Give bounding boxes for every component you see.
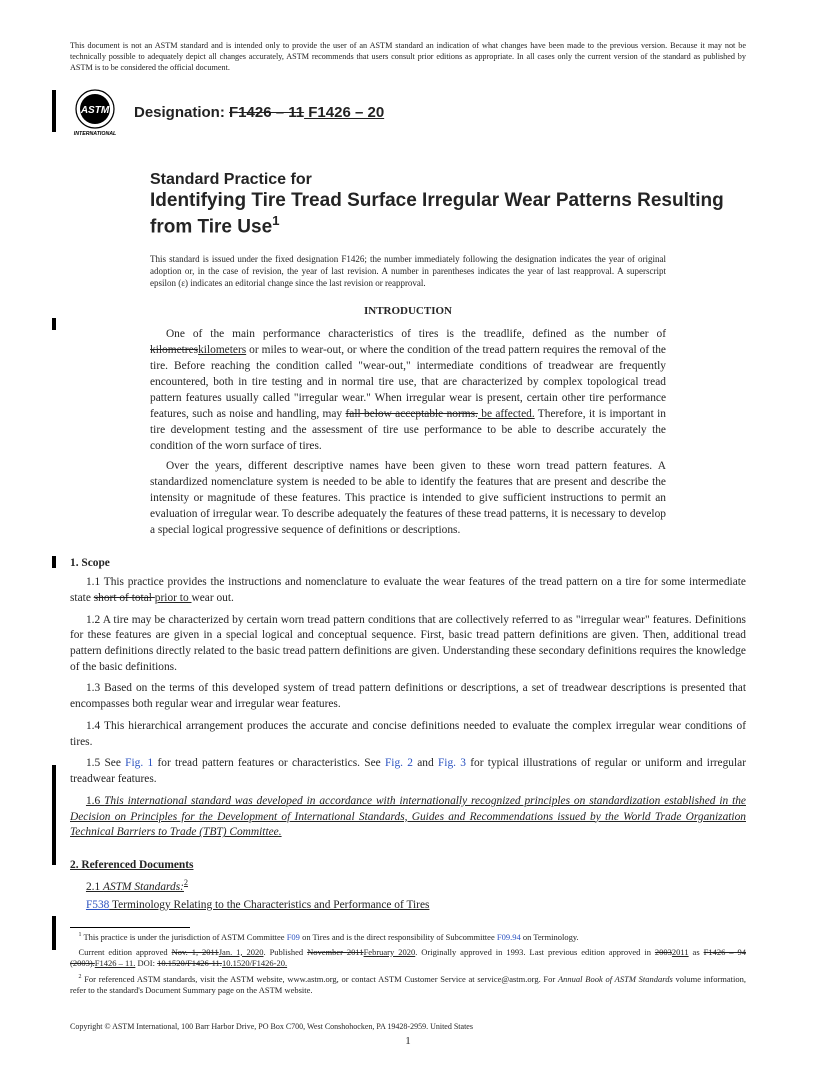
change-bar [52, 556, 56, 568]
header-row: ASTM INTERNATIONAL Designation: F1426 – … [70, 87, 746, 137]
footnote-1-line2: Current edition approved Nov. 1, 2011Jan… [70, 947, 746, 970]
f09-link[interactable]: F09 [287, 932, 300, 942]
referenced-docs-heading: 2. Referenced Documents [70, 859, 746, 871]
astm-logo: ASTM INTERNATIONAL [70, 87, 120, 137]
designation-line: Designation: F1426 – 11 F1426 – 20 [134, 104, 384, 121]
footnote-2: 2 For referenced ASTM standards, visit t… [70, 973, 746, 997]
disclaimer-text: This document is not an ASTM standard an… [70, 40, 746, 73]
fig1-link[interactable]: Fig. 1 [125, 757, 153, 769]
introduction-heading: INTRODUCTION [70, 305, 746, 317]
intro-paragraph-2: Over the years, different descriptive na… [150, 459, 666, 539]
scope-1.5: 1.5 See Fig. 1 for tread pattern feature… [70, 756, 746, 787]
f538-link[interactable]: F538 [86, 899, 109, 911]
change-bar [52, 90, 56, 132]
designation-label: Designation: [134, 104, 229, 121]
issuance-note: This standard is issued under the fixed … [150, 253, 666, 289]
ref-2.1: 2.1 ASTM Standards:2 [70, 877, 746, 896]
fig2-link[interactable]: Fig. 2 [385, 757, 413, 769]
footnote-rule [70, 927, 190, 928]
scope-1.3: 1.3 Based on the terms of this developed… [70, 681, 746, 712]
change-bar [52, 318, 56, 330]
designation-new: F1426 – 20 [304, 104, 384, 121]
scope-heading: 1. Scope [70, 557, 746, 569]
title-block: Standard Practice for Identifying Tire T… [150, 171, 746, 239]
intro-paragraph-1: One of the main performance characterist… [150, 327, 666, 455]
f0994-link[interactable]: F09.94 [497, 932, 521, 942]
title-main: Identifying Tire Tread Surface Irregular… [150, 189, 746, 239]
svg-text:INTERNATIONAL: INTERNATIONAL [74, 131, 116, 137]
fig3-link[interactable]: Fig. 3 [438, 757, 466, 769]
scope-1.4: 1.4 This hierarchical arrangement produc… [70, 719, 746, 750]
change-bar [52, 916, 56, 950]
copyright-text: Copyright © ASTM International, 100 Barr… [70, 1022, 746, 1031]
page-number: 1 [70, 1035, 746, 1047]
scope-1.2: 1.2 A tire may be characterized by certa… [70, 613, 746, 676]
svg-text:ASTM: ASTM [80, 105, 110, 116]
footnote-1: 1 This practice is under the jurisdictio… [70, 931, 746, 943]
title-lead: Standard Practice for [150, 171, 746, 189]
designation-old: F1426 – 11 [229, 104, 304, 121]
scope-1.1: 1.1 This practice provides the instructi… [70, 575, 746, 606]
ref-f538: F538 Terminology Relating to the Charact… [70, 898, 746, 914]
page: This document is not an ASTM standard an… [0, 0, 816, 1077]
change-bar [52, 765, 56, 865]
scope-1.6: 1.6 This international standard was deve… [70, 794, 746, 841]
